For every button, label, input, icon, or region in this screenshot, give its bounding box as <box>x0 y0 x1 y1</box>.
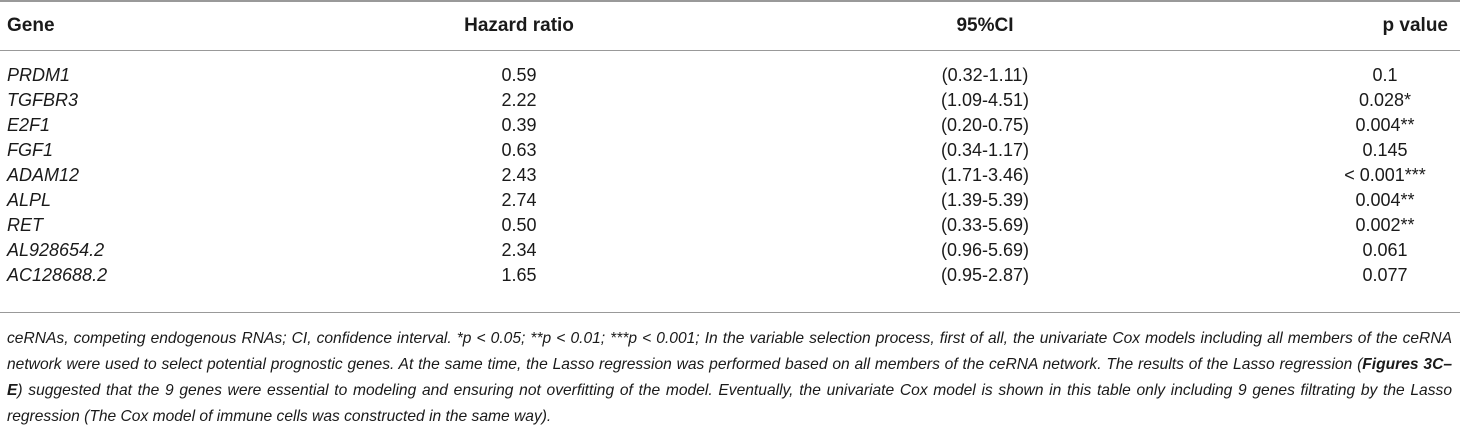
p-value-cell: 0.004** <box>1355 115 1415 135</box>
p-value-cell: < 0.001*** <box>1344 165 1426 185</box>
gene-cell: AC128688.2 <box>7 265 108 285</box>
ci-cell: (0.34-1.17) <box>940 140 1030 160</box>
ci-cell: (0.20-0.75) <box>940 115 1030 135</box>
table-row: PRDM1 0.59 (0.32-1.11) 0.1 <box>0 63 1460 88</box>
hazard-ratio-cell: 0.63 <box>501 140 537 160</box>
table-row: FGF1 0.63 (0.34-1.17) 0.145 <box>0 138 1460 163</box>
hazard-ratio-cell: 2.43 <box>501 165 537 185</box>
table-body: PRDM1 0.59 (0.32-1.11) 0.1 TGFBR3 2.22 (… <box>0 63 1460 288</box>
header-rule <box>0 50 1460 51</box>
footnote-text-1: ceRNAs, competing endogenous RNAs; CI, c… <box>7 330 1452 373</box>
table-row: TGFBR3 2.22 (1.09-4.51) 0.028* <box>0 88 1460 113</box>
hazard-ratio-cell: 2.74 <box>501 190 537 210</box>
footnote-text-2: ) suggested that the 9 genes were essent… <box>7 382 1452 425</box>
table-row: AC128688.2 1.65 (0.95-2.87) 0.077 <box>0 263 1460 288</box>
table-row: E2F1 0.39 (0.20-0.75) 0.004** <box>0 113 1460 138</box>
hazard-ratio-cell: 1.65 <box>501 265 537 285</box>
hazard-ratio-cell: 0.59 <box>501 65 537 85</box>
gene-cell: AL928654.2 <box>7 240 105 260</box>
gene-cell: TGFBR3 <box>7 90 79 110</box>
gene-cell: RET <box>7 215 43 235</box>
header-gene: Gene <box>7 15 55 36</box>
p-value-cell: 0.061 <box>1362 240 1408 260</box>
hazard-ratio-cell: 2.22 <box>501 90 537 110</box>
table-row: AL928654.2 2.34 (0.96-5.69) 0.061 <box>0 238 1460 263</box>
ci-cell: (0.33-5.69) <box>940 215 1030 235</box>
gene-cell: ADAM12 <box>7 165 80 185</box>
p-value-cell: 0.004** <box>1355 190 1415 210</box>
p-value-cell: 0.028* <box>1358 90 1412 110</box>
ci-cell: (1.39-5.39) <box>940 190 1030 210</box>
p-value-cell: 0.145 <box>1362 140 1408 160</box>
p-value-cell: 0.077 <box>1362 265 1408 285</box>
ci-cell: (0.96-5.69) <box>940 240 1030 260</box>
gene-cell: ALPL <box>7 190 52 210</box>
table-row: RET 0.50 (0.33-5.69) 0.002** <box>0 213 1460 238</box>
p-value-cell: 0.1 <box>1372 65 1398 85</box>
hazard-ratio-cell: 0.39 <box>501 115 537 135</box>
hazard-ratio-cell: 0.50 <box>501 215 537 235</box>
table-footnote: ceRNAs, competing endogenous RNAs; CI, c… <box>7 326 1452 430</box>
ci-cell: (0.95-2.87) <box>940 265 1030 285</box>
table-row: ALPL 2.74 (1.39-5.39) 0.004** <box>0 188 1460 213</box>
bottom-rule <box>0 312 1460 313</box>
gene-cell: E2F1 <box>7 115 51 135</box>
gene-cell: FGF1 <box>7 140 54 160</box>
gene-cell: PRDM1 <box>7 65 71 85</box>
header-hazard-ratio: Hazard ratio <box>464 15 574 36</box>
ci-cell: (1.09-4.51) <box>940 90 1030 110</box>
header-p-value: p value <box>1382 15 1448 36</box>
header-ci: 95%CI <box>956 15 1014 36</box>
ci-cell: (0.32-1.11) <box>941 65 1029 85</box>
p-value-cell: 0.002** <box>1355 215 1415 235</box>
figure-reference-link[interactable]: Figures 3C–E <box>7 356 1452 399</box>
top-rule <box>0 0 1460 2</box>
table-row: ADAM12 2.43 (1.71-3.46) < 0.001*** <box>0 163 1460 188</box>
ci-cell: (1.71-3.46) <box>940 165 1030 185</box>
hazard-ratio-cell: 2.34 <box>501 240 537 260</box>
